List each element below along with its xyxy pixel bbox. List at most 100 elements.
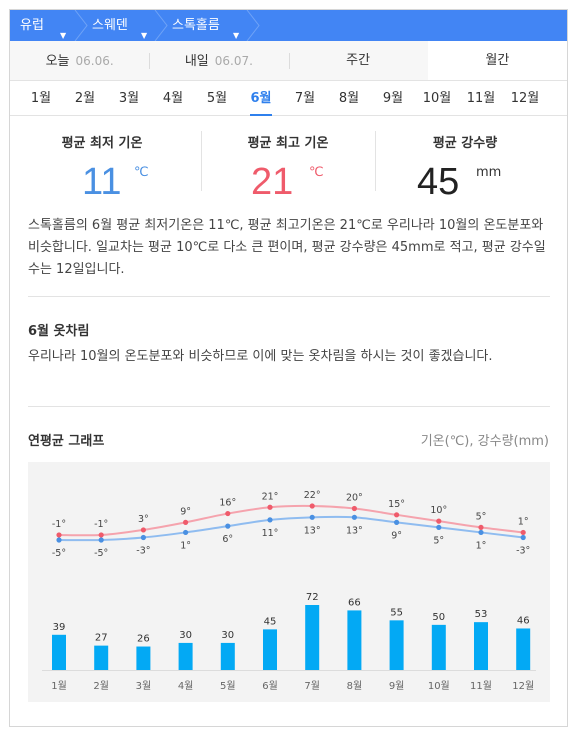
stat-min-label: 평균 최저 기온 [61, 136, 143, 151]
month-tab[interactable]: 5월 [206, 91, 228, 106]
breadcrumb-separator [246, 10, 260, 41]
rain-bar-label: 27 [95, 633, 108, 644]
max-temp-label: 9° [180, 506, 191, 517]
rain-bar [347, 610, 362, 670]
stat-max-label: 평균 최고 기온 [247, 136, 329, 151]
stat-rain: 평균 강수량 45 mm [380, 128, 550, 203]
min-temp-label: 1° [180, 540, 191, 551]
min-temp-point [436, 524, 442, 531]
month-tab[interactable]: 1월 [30, 91, 52, 106]
tab-monthly[interactable]: 월간 [427, 41, 567, 80]
stat-min-temp: 평균 최저 기온 11 ℃ [17, 128, 187, 203]
min-temp-label: 11° [262, 528, 279, 539]
min-temp-label: 9° [391, 530, 402, 541]
month-tab[interactable]: 4월 [162, 91, 184, 106]
tab-today[interactable]: 오늘 06.06. [10, 41, 149, 80]
max-temp-point [225, 510, 231, 517]
max-temp-label: 15° [388, 499, 405, 510]
min-temp-point [394, 519, 400, 525]
graph-title: 연평균 그래프 [28, 434, 105, 449]
min-temp-point [478, 529, 484, 536]
stat-rain-unit: mm [476, 165, 502, 180]
min-temp-point [351, 514, 357, 520]
max-temp-label: 1° [518, 516, 529, 527]
stat-max-unit: ℃ [309, 165, 324, 180]
day-tabs: 오늘 06.06. 내일 06.07. 주간 월간 [10, 41, 567, 81]
breadcrumb-region[interactable]: 유럽 ▼ [20, 10, 66, 41]
max-temp-label: 21° [262, 491, 279, 502]
tab-monthly-label: 월간 [485, 53, 510, 68]
rain-bar-label: 26 [137, 634, 150, 645]
x-tick-label: 7월 [304, 680, 320, 692]
rain-bar-label: 53 [475, 609, 488, 620]
breadcrumb-separator [154, 10, 168, 41]
chevron-down-icon: ▼ [60, 31, 67, 40]
max-temp-line [58, 504, 524, 537]
x-tick-label: 11월 [470, 680, 492, 692]
max-temp-point [140, 527, 146, 533]
rain-bar-label: 46 [517, 615, 530, 626]
min-temp-label: 13° [346, 525, 363, 536]
divider [28, 406, 550, 407]
min-temp-line [58, 515, 524, 542]
chevron-down-icon: ▼ [233, 31, 240, 40]
tab-today-date: 06.06. [75, 54, 114, 68]
tab-tomorrow-label: 내일 [184, 54, 209, 69]
max-temp-label: -1° [94, 519, 108, 530]
monthly-summary: 스톡홀름의 6월 평균 최저기온은 11℃, 평균 최고기온은 21℃로 우리나… [28, 218, 546, 277]
month-tab[interactable]: 12월 [510, 91, 540, 106]
month-tabs: 1월 2월 3월 4월 5월 6월 7월 8월 9월 10월 11월 12월 [10, 82, 567, 116]
rain-bar [94, 645, 109, 670]
max-temp-point [267, 504, 273, 510]
min-temp-label: -3° [136, 545, 150, 556]
max-temp-point [183, 519, 189, 525]
stat-rain-label: 평균 강수량 [432, 136, 498, 151]
breadcrumb-country[interactable]: 스웨덴 ▼ [92, 10, 147, 41]
weather-panel: 유럽 ▼ 스웨덴 ▼ 스톡홀름 ▼ 오늘 06.06. 내일 06.07. 주간 월… [9, 9, 568, 727]
max-temp-point [520, 529, 526, 536]
chevron-down-icon: ▼ [141, 31, 148, 40]
max-temp-label: -1° [52, 519, 66, 530]
rain-bar-label: 66 [348, 597, 361, 608]
min-temp-label: 5° [433, 535, 444, 546]
month-tab[interactable]: 3월 [118, 91, 140, 106]
stat-min-unit: ℃ [134, 165, 149, 180]
min-temp-label: -5° [94, 548, 108, 559]
tab-weekly[interactable]: 주간 [288, 41, 428, 80]
x-tick-label: 1월 [51, 680, 67, 692]
max-temp-point [309, 503, 315, 509]
monthly-stats: 평균 최저 기온 11 ℃ 평균 최고 기온 21 ℃ 평균 강수량 45 mm [10, 128, 567, 206]
stat-max-temp: 평균 최고 기온 21 ℃ [203, 128, 373, 203]
rain-bar [136, 646, 151, 670]
x-tick-label: 5월 [220, 680, 236, 692]
tab-weekly-label: 주간 [346, 53, 371, 68]
annual-chart-svg: 39 27 26 30 30 45 72 66 55 50 53 46 1월 2월 3월 4월 5월 6월 7월 8월… [42, 490, 536, 692]
max-temp-label: 10° [430, 505, 447, 516]
stat-rain-value: 45 [417, 161, 460, 203]
month-tab[interactable]: 9월 [382, 91, 404, 106]
breadcrumb-city[interactable]: 스톡홀름 ▼ [172, 10, 239, 41]
x-tick-label: 8월 [347, 680, 363, 692]
stat-max-value: 21 [251, 161, 294, 203]
month-tab[interactable]: 7월 [294, 91, 316, 106]
month-tab[interactable]: 8월 [338, 91, 360, 106]
month-tab[interactable]: 10월 [422, 91, 452, 106]
x-tick-label: 4월 [178, 680, 194, 692]
rain-bar-label: 30 [179, 630, 192, 641]
stat-min-value: 11 [82, 161, 122, 203]
max-temp-point [436, 518, 442, 524]
rain-bar-label: 45 [264, 616, 277, 627]
max-temp-label: 16° [219, 498, 236, 509]
rain-bar [52, 634, 66, 670]
month-tab-selected[interactable]: 6월 [241, 82, 281, 116]
rain-bar-label: 72 [306, 592, 319, 603]
max-temp-point [56, 532, 62, 538]
graph-unit: 기온(℃), 강수량(mm) [420, 434, 549, 449]
month-tab[interactable]: 2월 [74, 91, 96, 106]
min-temp-point [309, 514, 315, 520]
rain-bar [516, 628, 531, 670]
max-temp-label: 22° [304, 490, 321, 501]
month-tab[interactable]: 11월 [466, 91, 496, 106]
tab-tomorrow[interactable]: 내일 06.07. [149, 41, 288, 80]
x-tick-label: 10월 [428, 680, 450, 692]
